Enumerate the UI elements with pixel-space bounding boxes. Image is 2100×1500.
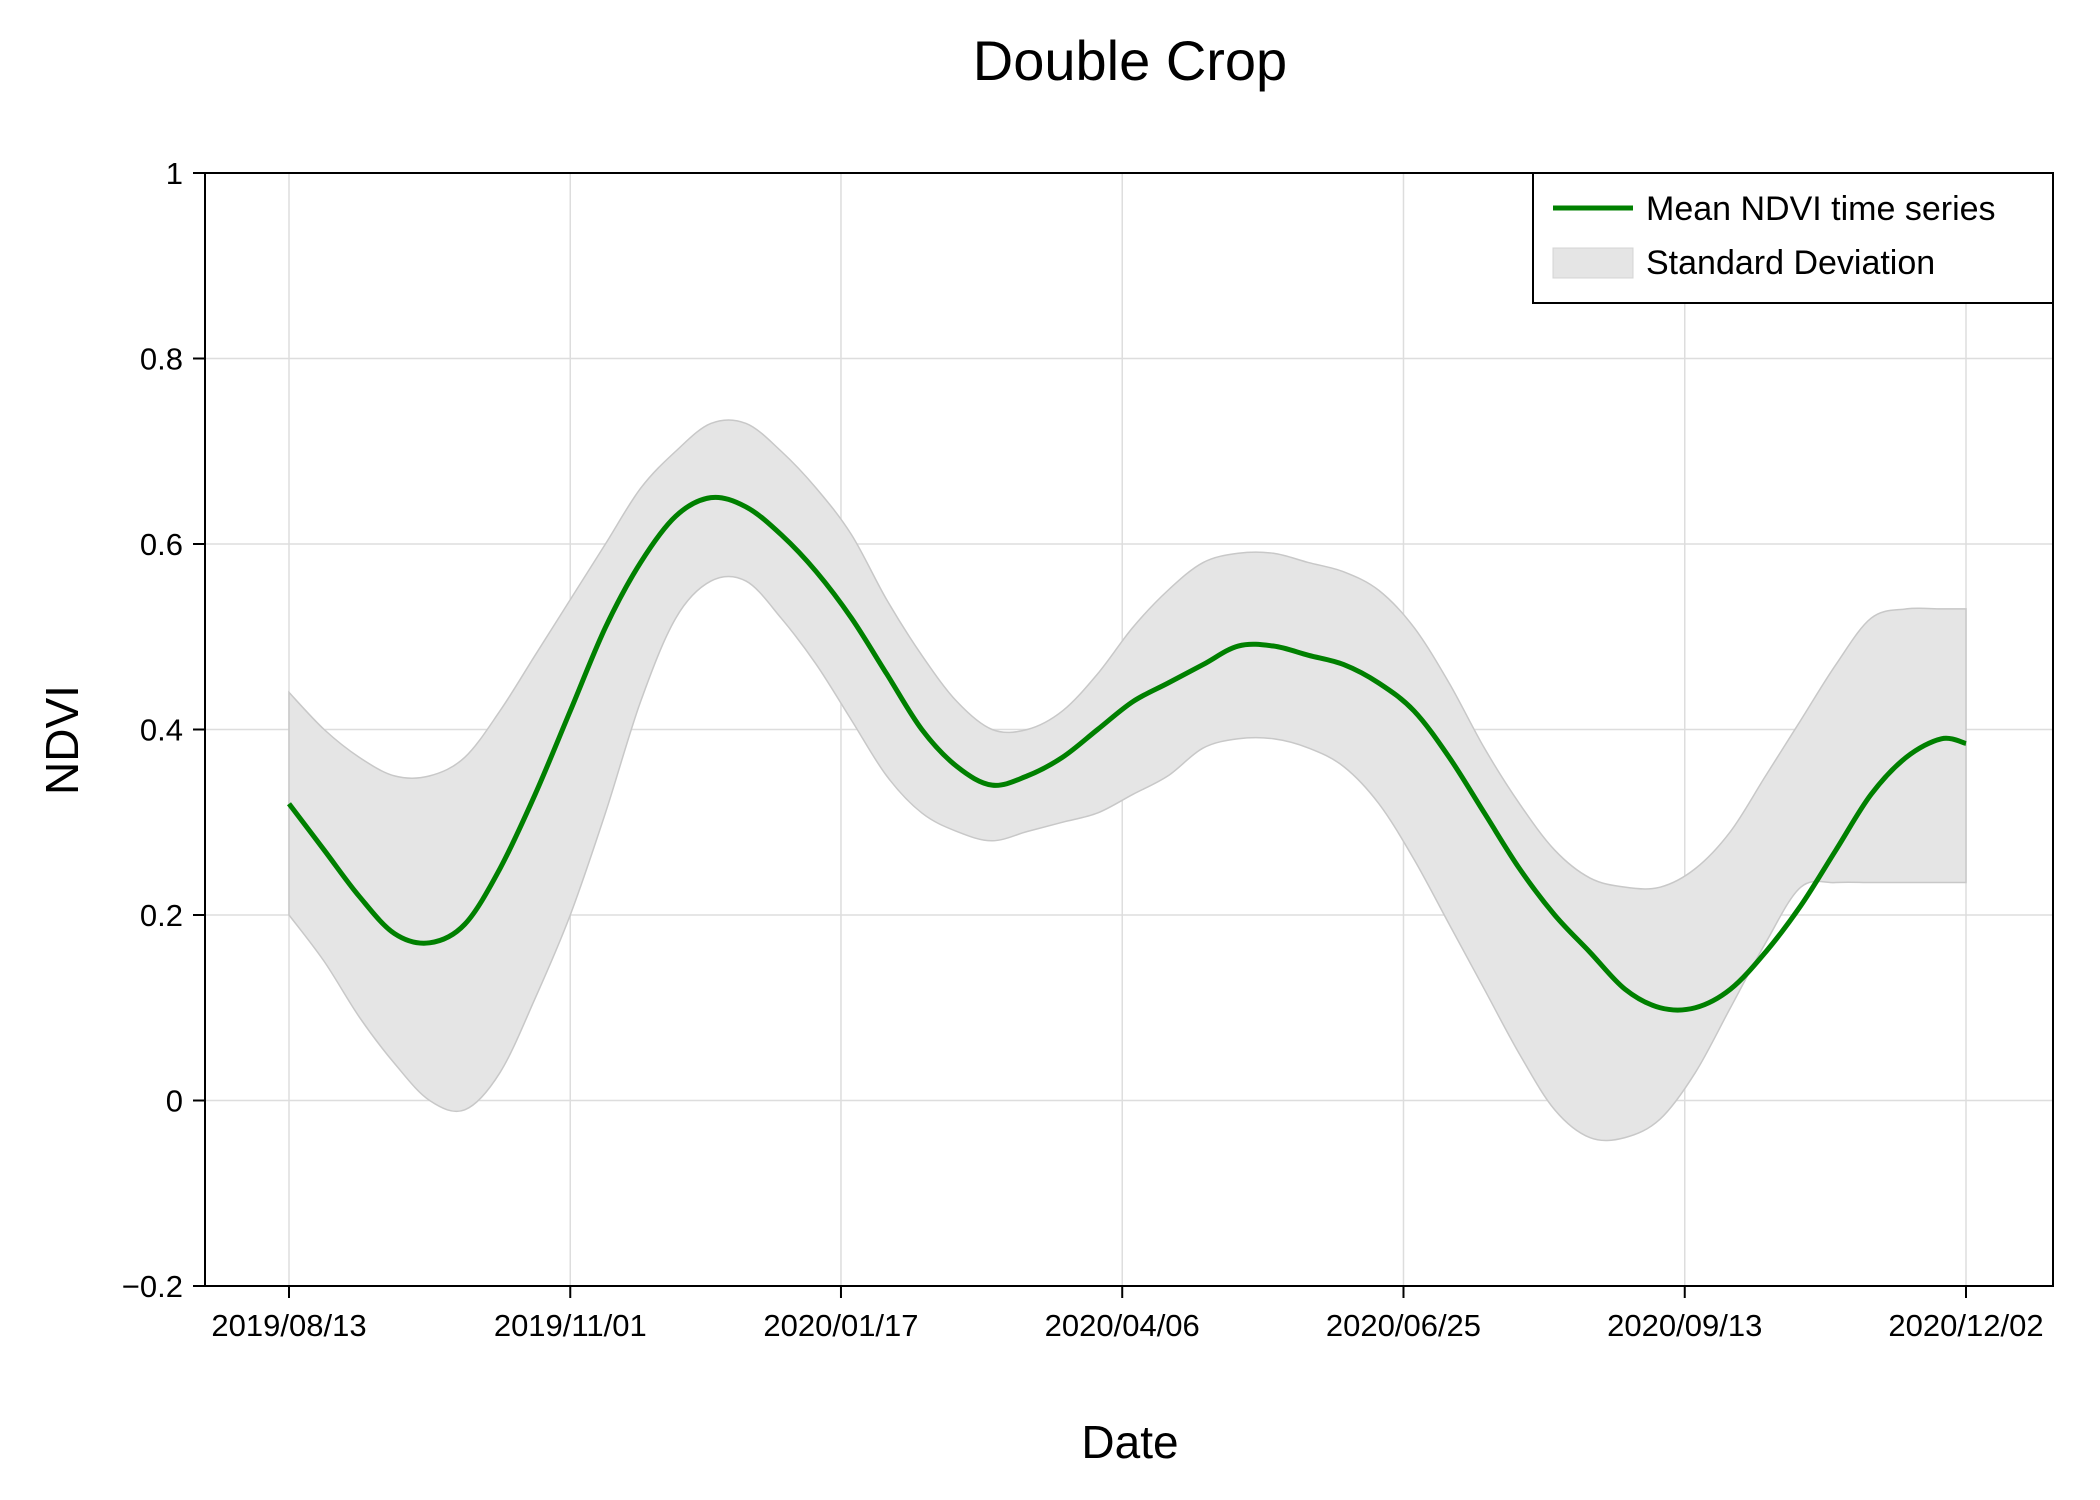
x-tick-label: 2020/09/13 xyxy=(1607,1308,1762,1343)
x-tick-label: 2019/08/13 xyxy=(211,1308,366,1343)
chart-title: Double Crop xyxy=(973,29,1287,92)
x-tick-label: 2020/01/17 xyxy=(763,1308,918,1343)
legend-band-swatch xyxy=(1552,247,1634,279)
y-tick-label: 0.6 xyxy=(140,527,183,562)
legend-label-mean: Mean NDVI time series xyxy=(1646,190,1996,228)
y-tick-label: 0.2 xyxy=(140,898,183,933)
mean-ndvi-line xyxy=(287,494,1967,1013)
y-tick-label: 0.4 xyxy=(140,713,183,748)
y-tick-label: 0.8 xyxy=(140,342,183,377)
legend-label-std: Standard Deviation xyxy=(1646,244,1935,282)
axis-ticks: −0.2 0 0.2 0.4 0.6 0.8 1 2019/08/13 2019/11/01 20… xyxy=(122,156,2044,1343)
legend: Mean NDVI time series Standard Deviation xyxy=(1532,172,2054,304)
y-tick-label: 0 xyxy=(166,1084,183,1119)
std-deviation-band xyxy=(288,419,1967,1142)
y-tick-label: −0.2 xyxy=(122,1269,183,1304)
x-tick-label: 2019/11/01 xyxy=(494,1308,647,1343)
y-tick-label: 1 xyxy=(166,156,183,191)
x-axis-title: Date xyxy=(1081,1416,1178,1468)
x-tick-label: 2020/04/06 xyxy=(1045,1308,1200,1343)
y-axis-title: NDVI xyxy=(36,685,88,795)
x-tick-label: 2020/12/02 xyxy=(1888,1308,2043,1343)
x-tick-label: 2020/06/25 xyxy=(1326,1308,1481,1343)
legend-box xyxy=(1532,172,2054,304)
